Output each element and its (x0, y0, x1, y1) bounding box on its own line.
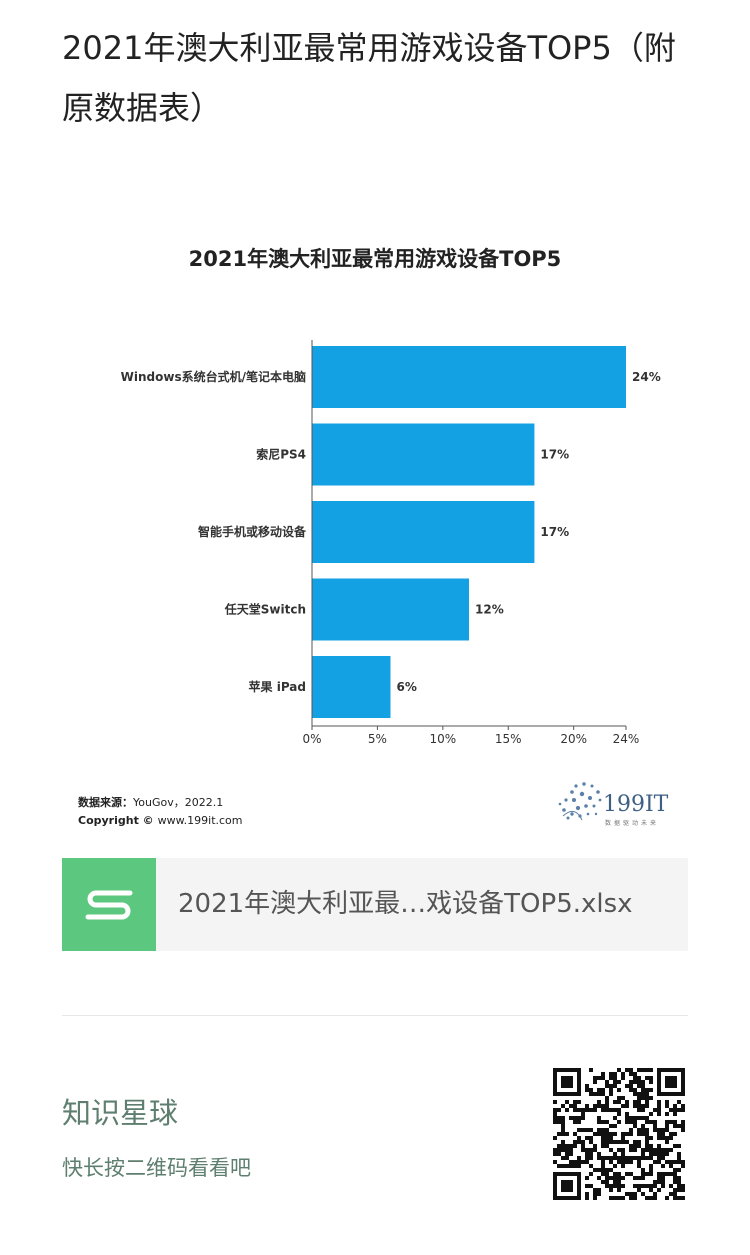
source-line: 数据来源：YouGov，2022.1 (78, 795, 223, 809)
data-label-5: 6% (397, 680, 417, 694)
data-label-3: 17% (540, 525, 569, 539)
bar-1 (312, 346, 626, 408)
category-label-4: 任天堂Switch (224, 602, 306, 617)
copyright-text: www.199it.com (158, 814, 243, 827)
chart-image: 2021年澳大利亚最常用游戏设备TOP5 Windows系统台式机/笔记本电脑 2… (60, 220, 690, 840)
x-tick-label-1: 0% (302, 732, 321, 746)
bar-3 (312, 501, 535, 563)
data-label-2: 17% (540, 448, 569, 462)
x-tick-label-3: 10% (429, 732, 456, 746)
logo-199it: 199IT 数据驱动未来 (558, 782, 669, 827)
ticks-layer: 0% 5% 10% 15% 20% 24% (302, 726, 639, 746)
chart-title: 2021年澳大利亚最常用游戏设备TOP5 (189, 247, 562, 271)
copyright-line: Copyright © www.199it.com (78, 814, 243, 827)
data-label-1: 24% (632, 370, 661, 384)
spreadsheet-s-icon (62, 858, 156, 951)
article-title: 2021年澳大利亚最常用游戏设备TOP5（附原数据表） (62, 29, 676, 127)
bar-5 (312, 656, 391, 718)
x-tick-label-2: 5% (368, 732, 387, 746)
bars-layer: Windows系统台式机/笔记本电脑 24% 索尼PS4 17% 智能手机或移动设备 17… (121, 346, 661, 718)
promo-subtitle: 快长按二维码看看吧 (62, 1156, 251, 1180)
attachment-card[interactable]: 2021年澳大利亚最…戏设备TOP5.xlsx (62, 858, 688, 951)
category-label-5: 苹果 iPad (249, 679, 306, 694)
bar-chart: 2021年澳大利亚最常用游戏设备TOP5 Windows系统台式机/笔记本电脑 2… (78, 247, 669, 827)
source-label: 数据来源： (78, 795, 133, 809)
category-label-3: 智能手机或移动设备 (197, 524, 307, 539)
category-label-1: Windows系统台式机/笔记本电脑 (121, 369, 306, 384)
category-label-2: 索尼PS4 (256, 447, 306, 462)
promo-title: 知识星球 (62, 1096, 179, 1130)
bar-2 (312, 423, 535, 486)
attachment-file-name: 2021年澳大利亚最…戏设备TOP5.xlsx (178, 889, 633, 919)
logo-text: 199IT (603, 792, 669, 817)
data-label-4: 12% (475, 603, 504, 617)
section-divider (62, 1015, 688, 1016)
x-tick-label-5: 20% (560, 732, 587, 746)
x-tick-label-6: 24% (613, 732, 640, 746)
bar-4 (312, 578, 469, 641)
logo-tagline: 数据驱动未来 (605, 819, 659, 827)
dandelion-icon (558, 782, 602, 821)
qr-code-icon[interactable] (553, 1068, 685, 1200)
x-tick-label-4: 15% (495, 732, 522, 746)
source-text: YouGov，2022.1 (132, 796, 223, 809)
copyright-label: Copyright © (78, 814, 154, 827)
